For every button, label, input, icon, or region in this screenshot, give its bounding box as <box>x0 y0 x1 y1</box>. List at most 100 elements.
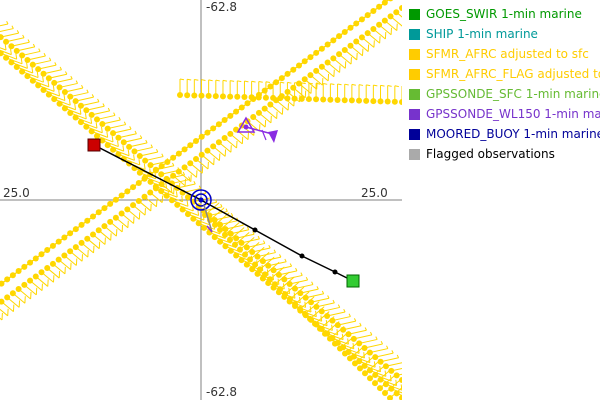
sfmr-band-a-barb <box>48 73 67 79</box>
sfmr-band-c-dot <box>221 117 228 124</box>
legend-swatch <box>409 88 420 100</box>
sfmr-band-a-dot <box>372 354 379 361</box>
sfmr-band-b-dot <box>222 243 229 250</box>
sfmr-band-f-barb <box>279 276 295 290</box>
legend-label: GOES_SWIR 1-min marine <box>426 7 582 21</box>
sfmr-band-d-dot <box>313 67 320 74</box>
sfmr-band-c-dot <box>341 28 348 35</box>
sfmr-band-f-dot <box>382 390 388 397</box>
sfmr-band-f-dot <box>302 310 308 317</box>
sfmr-band-f-dot <box>267 276 273 283</box>
sfmr-band-e-dot <box>234 93 241 100</box>
sfmr-band-b-barb <box>95 122 98 129</box>
sfmr-band-d-dot <box>90 231 96 238</box>
sfmr-band-a-dot <box>131 148 138 155</box>
sfmr-band-f-dot <box>342 350 348 357</box>
sfmr-band-d-dot <box>187 160 194 167</box>
sfmr-band-a-dot <box>35 66 42 73</box>
sfmr-band-a-barb <box>75 96 94 102</box>
sfmr-band-b-barb <box>58 90 61 97</box>
sfmr-band-b-barb <box>165 182 168 188</box>
legend-item-sfmr-afrc-flag[interactable]: SFMR_AFRC_FLAG adjusted to <box>404 64 600 84</box>
sfmr-band-f-barb <box>324 321 340 335</box>
wind-plot-area[interactable]: -62.8 -62.8 25.0 25.0 <box>0 0 402 400</box>
sfmr-band-f-barb <box>289 286 305 300</box>
sfmr-band-a-barb <box>284 258 287 262</box>
sfmr-band-a-barb <box>38 64 57 70</box>
sfmr-band-a-dot <box>120 139 127 146</box>
sfmr-band-a-dot <box>227 230 234 237</box>
sfmr-band-f-barb <box>209 207 225 221</box>
sfmr-band-a-barb <box>391 350 394 354</box>
sfmr-band-d-dot <box>158 181 165 188</box>
sonde-wind-tick <box>261 129 267 141</box>
legend-item-gpssonde-sfc[interactable]: GPSSONDE_SFC 1-min marine <box>404 84 600 104</box>
sfmr-band-b-barb <box>111 136 114 143</box>
legend-item-moored-buoy[interactable]: MOORED_BUOY 1-min marine <box>404 124 600 144</box>
sfmr-band-a-barb <box>32 60 51 66</box>
sfmr-band-d-dot <box>67 248 74 255</box>
legend-item-flagged[interactable]: Flagged observations <box>404 144 600 164</box>
sfmr-band-a-barb <box>209 210 228 216</box>
sfmr-band-c-dot <box>193 138 199 144</box>
sfmr-band-a-barb <box>300 272 303 276</box>
sfmr-band-a-barb <box>80 101 100 107</box>
sfmr-band-d-dot <box>84 235 91 242</box>
sfmr-band-a-barb <box>230 212 234 217</box>
sfmr-band-e-dot <box>205 92 212 99</box>
sfmr-band-a-barb <box>343 308 346 313</box>
axis-label-right: 25.0 <box>361 186 388 200</box>
legend-label: SFMR_AFRC adjusted to sfc <box>426 47 589 61</box>
sfmr-band-a-barb <box>193 180 196 185</box>
legend-label: SHIP 1-min marine <box>426 27 538 41</box>
sfmr-band-d-dot <box>147 189 154 196</box>
sfmr-band-b-barb <box>74 103 77 110</box>
legend-item-goes-swir[interactable]: GOES_SWIR 1-min marine <box>404 4 600 24</box>
sfmr-band-d-dot <box>336 51 343 58</box>
sfmr-band-a-barb <box>118 116 121 121</box>
legend-item-sfmr-afrc[interactable]: SFMR_AFRC adjusted to sfc <box>404 44 600 64</box>
sfmr-band-b-dot <box>104 142 111 149</box>
sfmr-band-b-barb <box>84 113 87 120</box>
sfmr-band-a-dot <box>254 253 261 260</box>
sfmr-band-a-barb <box>91 110 110 116</box>
sfmr-band-b-dot <box>24 73 31 80</box>
sfmr-band-b-barb <box>101 126 103 133</box>
track-end-marker <box>346 274 360 288</box>
sfmr-band-a-barb <box>11 41 30 47</box>
sfmr-band-b-dot <box>168 197 175 204</box>
sfmr-band-a-barb <box>129 126 132 130</box>
sfmr-band-a-dot <box>126 143 133 150</box>
sfmr-band-f-barb <box>389 387 402 399</box>
sfmr-band-b-dot <box>29 77 36 84</box>
sfmr-band-b-barb <box>4 44 7 51</box>
sfmr-band-d-dot <box>21 281 28 288</box>
sfmr-band-d-dot <box>49 260 56 267</box>
sfmr-band-b-dot <box>35 82 42 89</box>
legend-item-ship[interactable]: SHIP 1-min marine <box>404 24 600 44</box>
sfmr-band-f-barb <box>254 252 270 265</box>
sfmr-band-e-dot <box>341 97 348 104</box>
sfmr-band-a-dot <box>104 125 111 132</box>
sfmr-band-a-barb <box>327 295 330 299</box>
sfmr-band-f-barb <box>274 271 290 285</box>
sfmr-band-a-barb <box>134 146 153 152</box>
sfmr-band-a-dot <box>217 221 224 228</box>
legend-item-gpssonde-wl150[interactable]: GPSSONDE_WL150 1-min mar <box>404 104 600 124</box>
sfmr-band-c-dot <box>364 12 371 19</box>
sfmr-band-f-barb <box>299 296 315 310</box>
sfmr-band-f-barb <box>249 247 265 260</box>
sfmr-band-f-barb <box>234 232 250 246</box>
sfmr-band-a-barb <box>38 48 41 52</box>
sfmr-band-a-barb <box>107 107 111 112</box>
sfmr-band-a-barb <box>353 318 357 322</box>
sfmr-band-a-barb <box>396 373 402 376</box>
legend: GOES_SWIR 1-min marine SHIP 1-min marine… <box>404 4 600 164</box>
sfmr-band-c-dot <box>336 33 343 40</box>
sfmr-band-a-barb <box>59 82 78 88</box>
sfmr-band-f-barb <box>329 326 345 340</box>
sfmr-band-f-barb <box>309 306 325 320</box>
sfmr-band-b-dot <box>61 105 68 112</box>
sfmr-band-a-dot <box>83 107 90 114</box>
sfmr-band-a-barb <box>0 23 9 27</box>
